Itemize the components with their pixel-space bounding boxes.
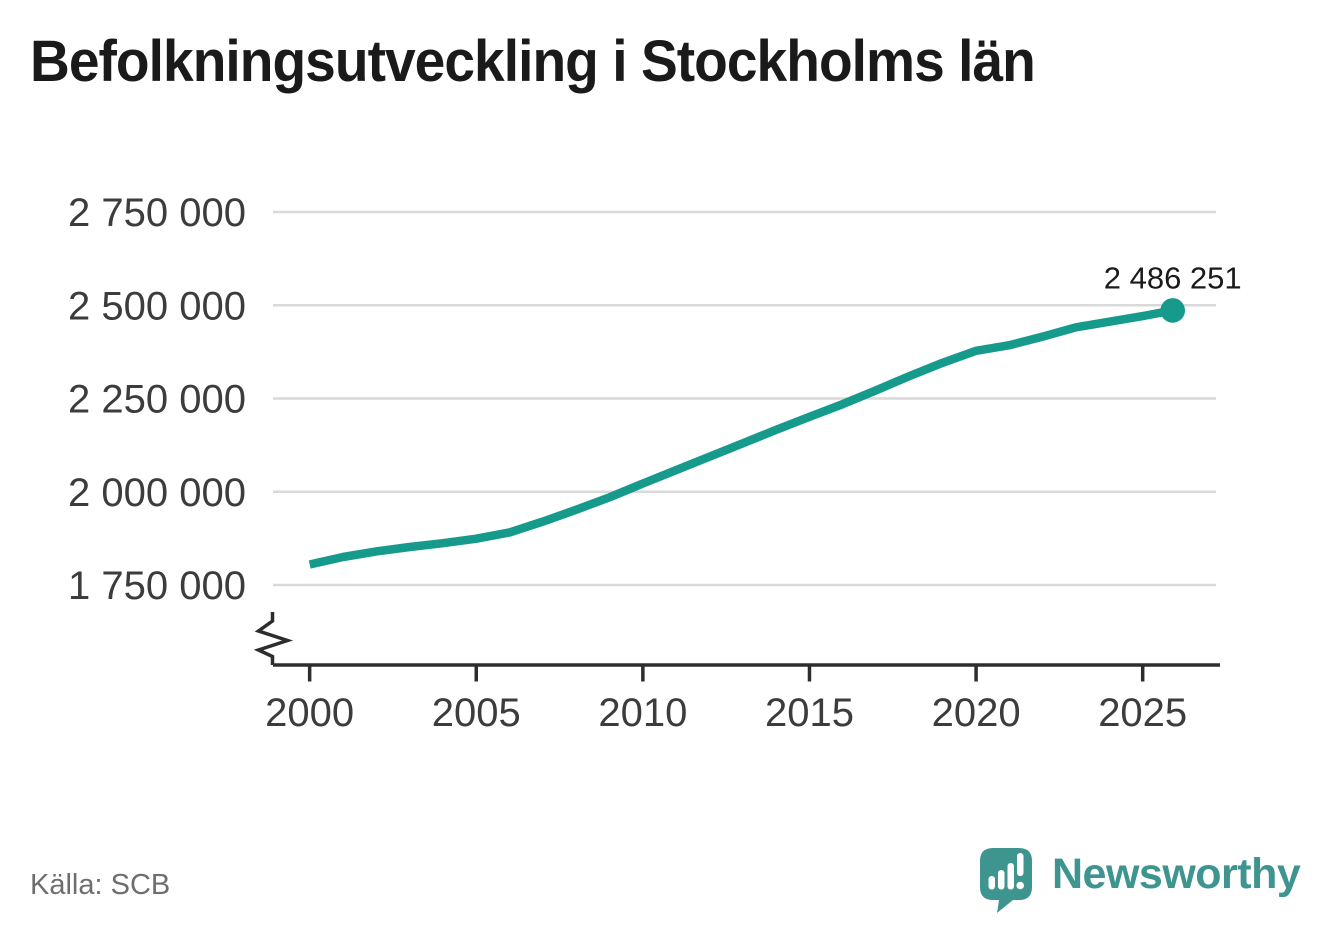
svg-text:2 250 000: 2 250 000	[68, 378, 246, 422]
last-point-marker	[1160, 298, 1185, 323]
svg-text:1 750 000: 1 750 000	[68, 564, 246, 608]
gridlines	[273, 210, 1216, 587]
x-axis-tick-labels: 2000 2005 2010 2015 2020 2025	[265, 691, 1187, 735]
x-axis-ticks	[307, 665, 1145, 682]
population-line	[308, 306, 1174, 569]
svg-text:2005: 2005	[432, 691, 521, 735]
y-axis-tick-labels: 1 750 000 2 000 000 2 250 000 2 500 000 2 75…	[68, 191, 246, 608]
svg-text:2 500 000: 2 500 000	[68, 284, 246, 328]
y-axis-break-icon	[253, 612, 294, 665]
svg-text:2000: 2000	[265, 691, 354, 735]
svg-text:2025: 2025	[1098, 691, 1187, 735]
brand-lockup: Newsworthy	[980, 848, 1301, 914]
chart-title: Befolkningsutveckling i Stockholms län	[30, 29, 1036, 94]
svg-text:2010: 2010	[598, 691, 687, 735]
brand-name: Newsworthy	[1052, 850, 1301, 898]
source-note: Källa: SCB	[30, 869, 171, 901]
svg-text:2 000 000: 2 000 000	[68, 471, 246, 515]
newsworthy-logo-icon	[980, 848, 1032, 913]
svg-text:2 750 000: 2 750 000	[68, 191, 246, 235]
svg-text:2020: 2020	[932, 691, 1021, 735]
last-point-value-label: 2 486 251	[1104, 260, 1242, 295]
svg-text:2015: 2015	[765, 691, 854, 735]
